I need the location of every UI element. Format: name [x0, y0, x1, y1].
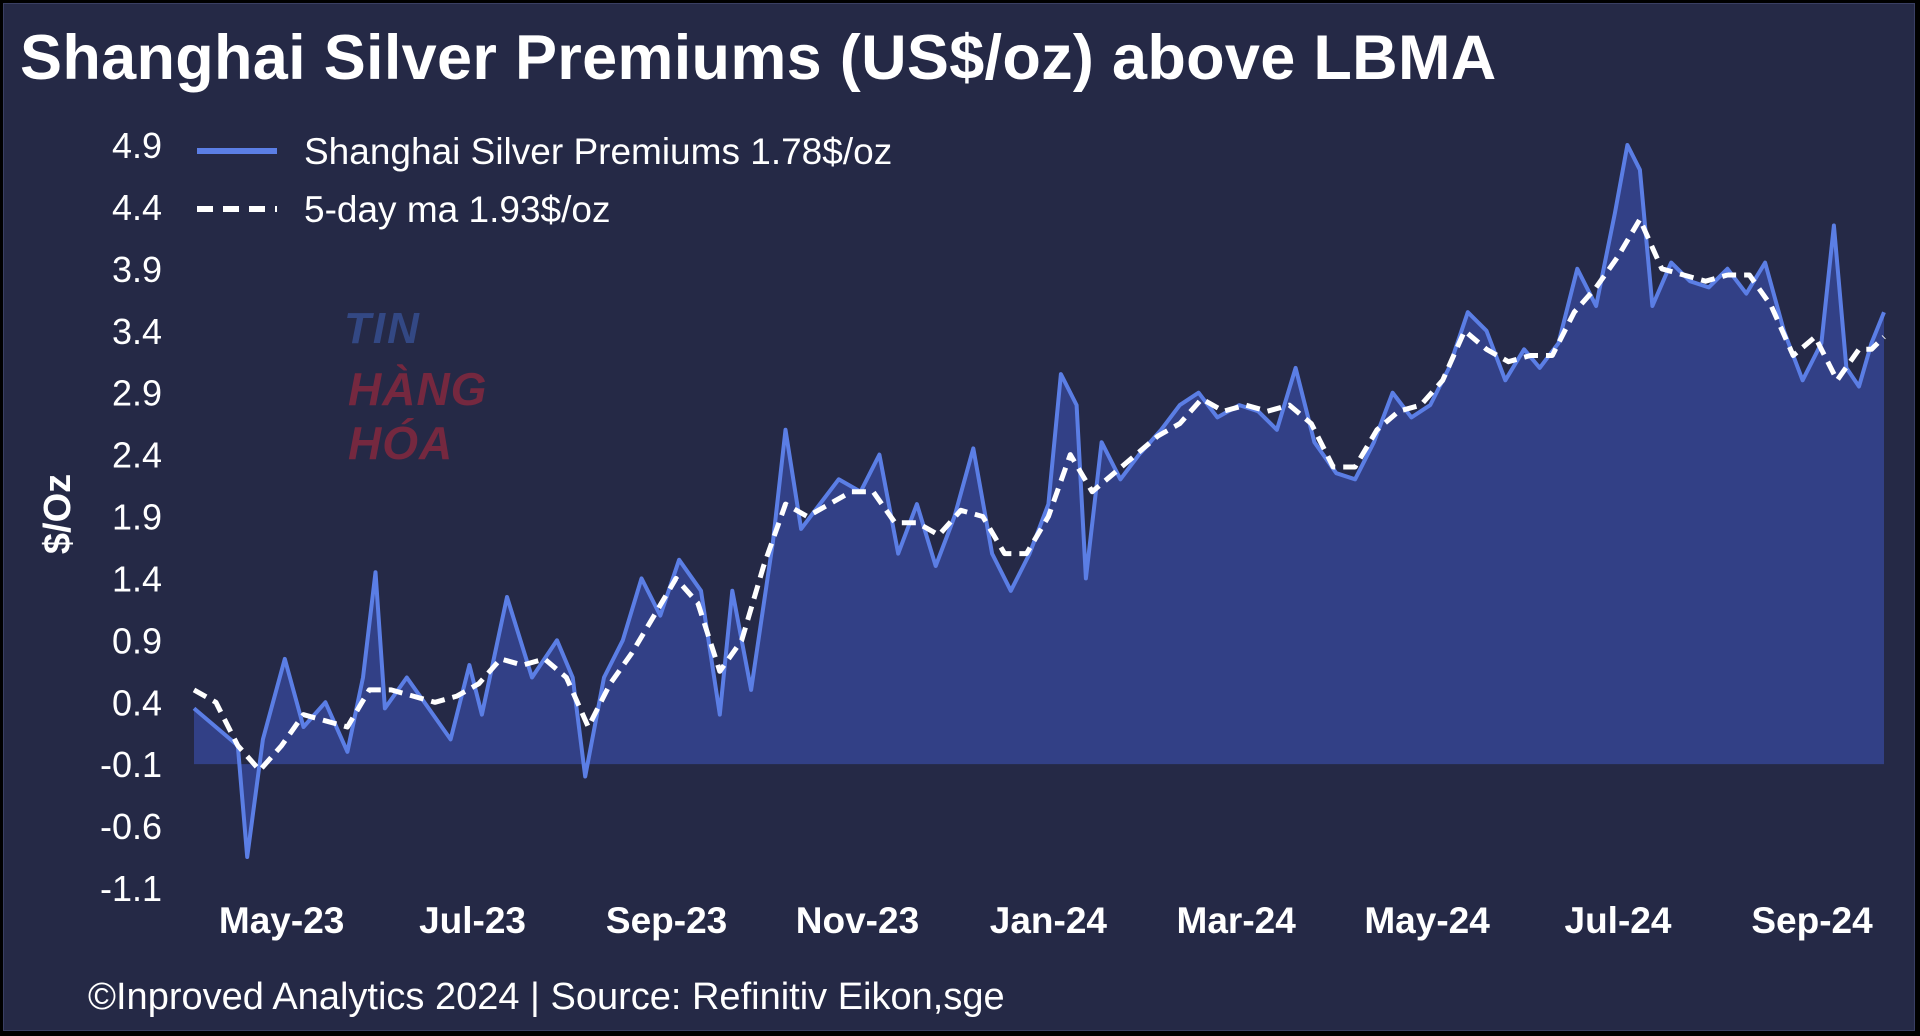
y-tick-label: 4.4: [112, 187, 162, 228]
chart-title: Shanghai Silver Premiums (US$/oz) above …: [20, 23, 1497, 93]
watermark-logo: TIN HÀNG HÓA: [334, 304, 594, 469]
legend: Shanghai Silver Premiums 1.78$/oz 5-day m…: [197, 131, 892, 230]
y-tick-label: 0.4: [112, 682, 162, 723]
x-tick-label: Jul-23: [419, 900, 526, 941]
y-tick-label: 4.9: [112, 125, 162, 166]
chart-svg: 4.9 4.4 3.9 3.4 2.9 2.4 1.9 1.4 0.9 0.4 -0.1 -0.6 -1…: [37, 125, 1886, 941]
x-tick-label: Sep-24: [1751, 900, 1873, 941]
series-area-fill: [194, 145, 1884, 857]
y-tick-label: -0.1: [100, 744, 162, 785]
y-axis-label: $/Oz: [37, 474, 79, 554]
watermark-line1: TIN: [344, 304, 421, 353]
source-footer: ©Inproved Analytics 2024 | Source: Refin…: [88, 976, 1005, 1018]
x-tick-label: Mar-24: [1177, 900, 1297, 941]
x-tick-label: Jul-24: [1565, 900, 1672, 941]
y-tick-label: 3.9: [112, 249, 162, 290]
y-tick-label: 2.9: [112, 373, 162, 414]
y-tick-label: 0.9: [112, 620, 162, 661]
x-tick-label: Sep-23: [606, 900, 727, 941]
series-line-5day-ma: [192, 216, 1886, 773]
series-line-premiums: [192, 143, 1886, 859]
y-tick-label: -1.1: [100, 868, 162, 909]
x-tick-label: May-24: [1364, 900, 1490, 941]
y-tick-label: -0.6: [100, 806, 162, 847]
y-tick-label: 1.9: [112, 497, 162, 538]
x-tick-label: Jan-24: [990, 900, 1108, 941]
watermark-line2: HÀNG HÓA: [348, 363, 488, 469]
legend-label: 5-day ma 1.93$/oz: [304, 189, 610, 230]
y-tick-label: 3.4: [112, 311, 162, 352]
y-tick-label: 1.4: [112, 558, 162, 599]
chart-frame: Shanghai Silver Premiums (US$/oz) above …: [3, 3, 1915, 1031]
x-tick-label: Nov-23: [796, 900, 919, 941]
y-tick-label: 2.4: [112, 435, 162, 476]
legend-label: Shanghai Silver Premiums 1.78$/oz: [304, 131, 892, 172]
x-tick-label: May-23: [219, 900, 344, 941]
